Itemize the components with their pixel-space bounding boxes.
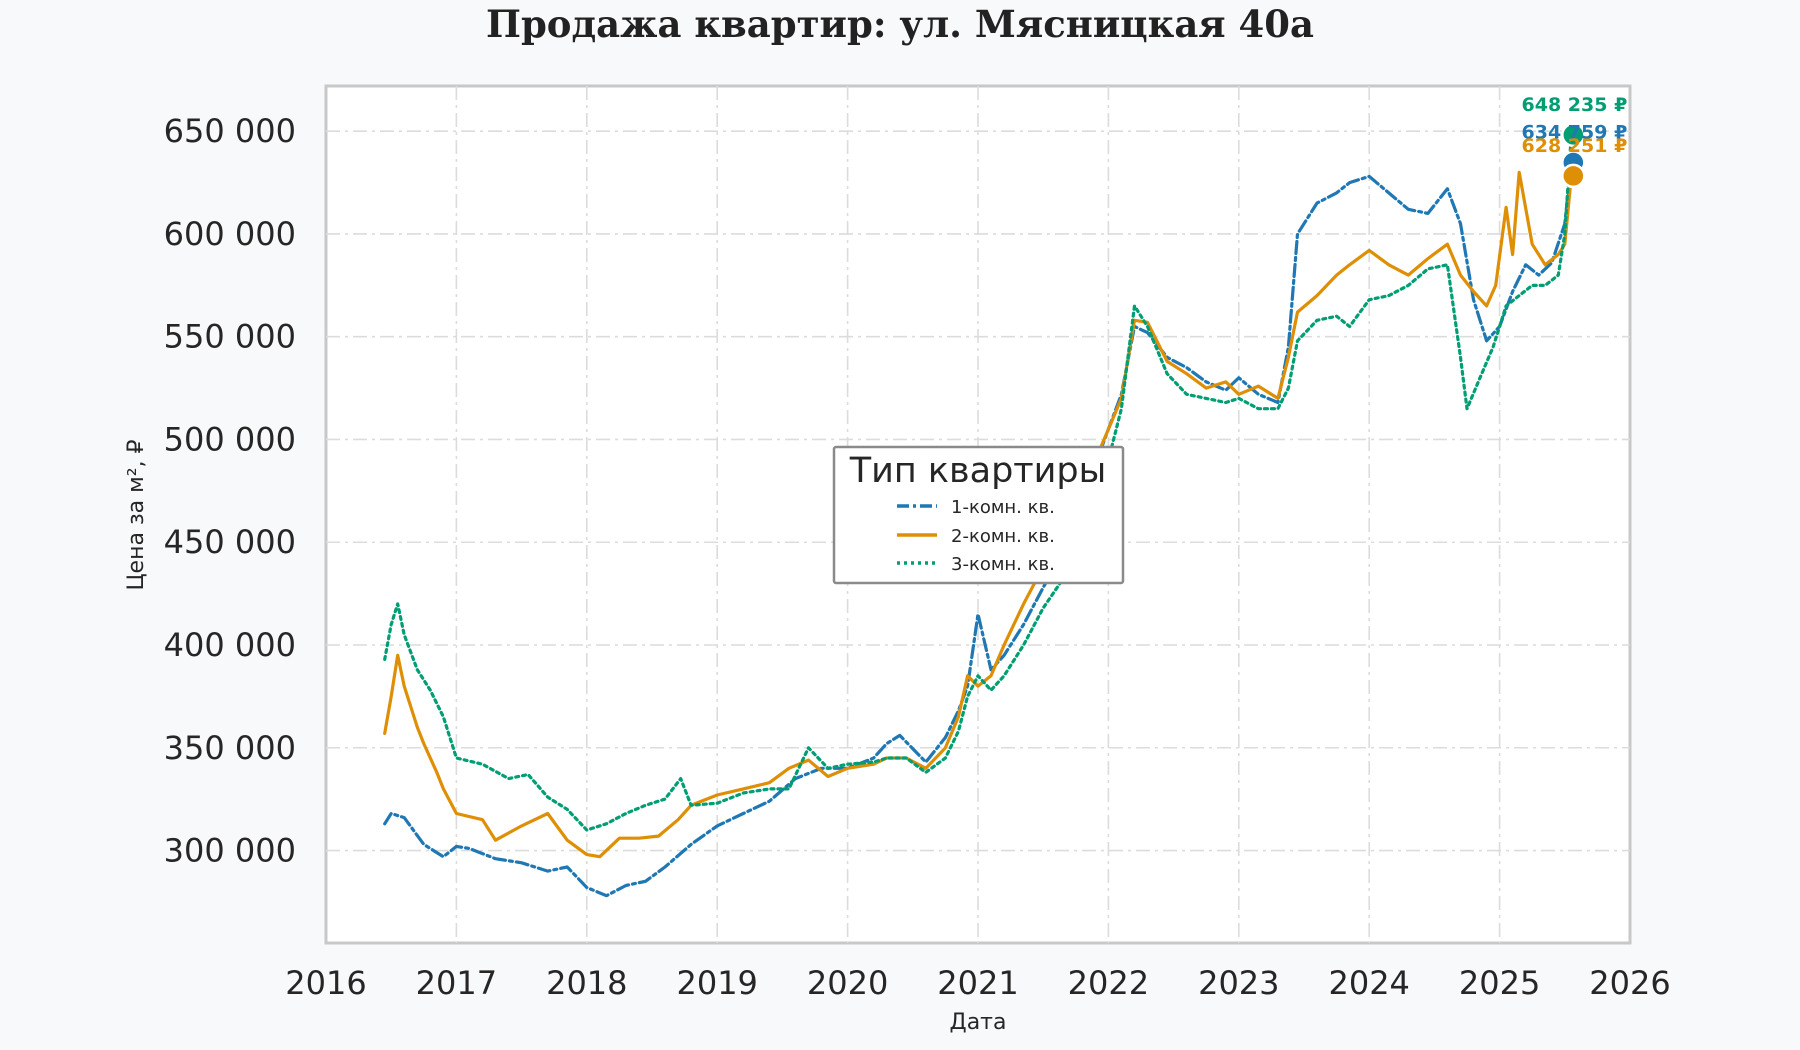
x-tick-label: 2019 (676, 964, 757, 1002)
series-lines (383, 133, 1573, 898)
x-tick-label: 2018 (546, 964, 627, 1002)
end-marker-3 (1561, 122, 1586, 148)
x-tick-label: 2026 (1589, 964, 1670, 1002)
x-tick-label: 2021 (937, 964, 1018, 1002)
x-axis-label: Дата (950, 1010, 1007, 1035)
legend-title: Тип квартиры (849, 451, 1107, 491)
end-value-label-1: 648 235 ₽ (1522, 94, 1628, 116)
x-tick-label: 2023 (1198, 964, 1279, 1002)
x-tick-label: 2024 (1328, 964, 1409, 1002)
y-axis-label: Цена за м², ₽ (124, 439, 149, 590)
y-tick-label: 400 000 (164, 626, 296, 664)
y-tick-label: 600 000 (164, 215, 296, 253)
x-tick-label: 2016 (285, 964, 366, 1002)
x-tick-label: 2025 (1459, 964, 1540, 1002)
legend-label-1: 1-комн. кв. (951, 497, 1055, 518)
y-tick-label: 300 000 (164, 832, 296, 870)
end-value-label-3: 628 251 ₽ (1522, 135, 1628, 157)
y-tick-label: 550 000 (164, 318, 296, 356)
series-line-1 (383, 160, 1573, 898)
end-markers: 648 235 ₽ 634 759 ₽628 251 ₽ (1522, 94, 1628, 189)
y-tick-label: 350 000 (164, 729, 296, 767)
legend-label-2: 2-комн. кв. (951, 526, 1055, 547)
x-tick-label: 2022 (1068, 964, 1149, 1002)
y-tick-label: 500 000 (164, 420, 296, 458)
legend: Тип квартиры 1-комн. кв. 2-комн. кв. 3-к… (832, 445, 1125, 585)
y-tick-label: 450 000 (164, 523, 296, 561)
y-tick-label: 650 000 (164, 112, 296, 150)
y-axis-ticks: 300 000 350 000 400 000 450 000 500 000 550 0… (164, 112, 296, 869)
x-tick-label: 2017 (416, 964, 497, 1002)
series-line-2 (383, 170, 1573, 859)
x-tick-label: 2020 (807, 964, 888, 1002)
x-axis-ticks: 2016 2017 2018 2019 2020 2021 2022 2023 2024 2025… (285, 964, 1670, 1002)
legend-box (832, 445, 1125, 585)
chart-title: Продажа квартир: ул. Мясницкая 40а (486, 2, 1314, 46)
series-line-3 (383, 133, 1573, 832)
end-value-label-2: 634 759 ₽ (1522, 122, 1628, 144)
end-marker-2 (1561, 163, 1586, 189)
legend-label-3: 3-комн. кв. (951, 554, 1055, 575)
